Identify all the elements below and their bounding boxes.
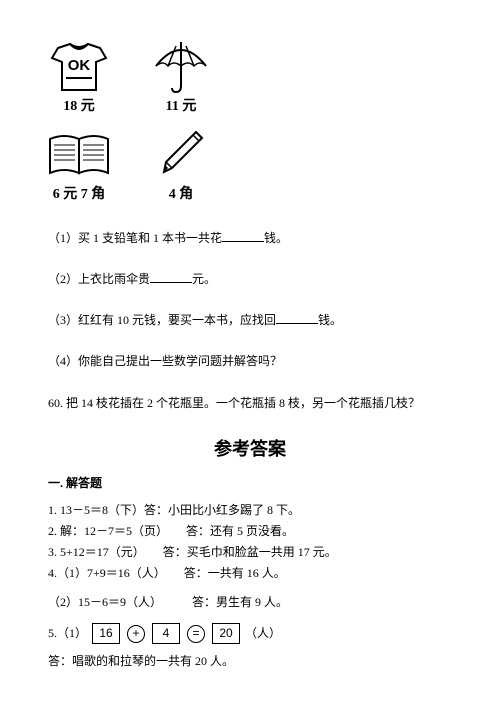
question-4: （4）你能自己提出一些数学问题并解答吗？ xyxy=(48,352,452,371)
item-shirt: OK 18 元 xyxy=(48,40,110,118)
book-label: 6 元 7 角 xyxy=(53,184,106,206)
pencil-label: 4 角 xyxy=(169,184,194,206)
box-a: 16 xyxy=(92,623,120,644)
answer-5-footer: 答：唱歌的和拉琴的一共有 20 人。 xyxy=(48,652,452,671)
answer-5: 5.（1） 16 + 4 = 20 （人） xyxy=(48,623,452,644)
item-book: 6 元 7 角 xyxy=(48,128,110,206)
q4-text: （4）你能自己提出一些数学问题并解答吗？ xyxy=(48,354,282,368)
q2-post: 元。 xyxy=(192,272,216,286)
a5-unit: （人） xyxy=(245,626,281,640)
q60-text: 60. 把 14 枝花插在 2 个花瓶里。一个花瓶插 8 枝，另一个花瓶插几枝？ xyxy=(48,396,420,410)
pencil-icon xyxy=(150,128,212,182)
q3-pre: （3）红红有 10 元钱，要买一本书，应找回 xyxy=(48,313,276,327)
answer-4-2: （2）15－6＝9（人） 答：男生有 9 人。 xyxy=(48,593,452,612)
item-umbrella: 11 元 xyxy=(150,40,212,118)
item-pencil: 4 角 xyxy=(150,128,212,206)
a5-prefix: 5.（1） xyxy=(48,626,87,640)
op-eq: = xyxy=(187,625,205,643)
svg-text:OK: OK xyxy=(68,57,91,74)
answer-1: 1. 13－5＝8（下）答：小田比小红多踢了 8 下。 xyxy=(48,501,452,520)
shirt-icon: OK xyxy=(48,40,110,94)
q1-post: 钱。 xyxy=(264,231,288,245)
answers-title: 参考答案 xyxy=(48,435,452,464)
question-3: （3）红红有 10 元钱，要买一本书，应找回 钱。 xyxy=(48,311,452,330)
op-plus: + xyxy=(127,625,145,643)
umbrella-label: 11 元 xyxy=(166,96,197,118)
q1-pre: （1）买 1 支铅笔和 1 本书一共花 xyxy=(48,231,222,245)
question-1: （1）买 1 支铅笔和 1 本书一共花 钱。 xyxy=(48,229,452,248)
blank xyxy=(150,270,192,283)
q3-post: 钱。 xyxy=(318,313,342,327)
q2-pre: （2）上衣比雨伞贵 xyxy=(48,272,150,286)
blank xyxy=(222,229,264,242)
umbrella-icon xyxy=(150,40,212,94)
items-row-1: OK 18 元 11 元 xyxy=(48,40,452,118)
question-2: （2）上衣比雨伞贵 元。 xyxy=(48,270,452,289)
answer-3: 3. 5+12＝17（元） 答：买毛巾和脸盆一共用 17 元。 xyxy=(48,543,452,562)
shirt-label: 18 元 xyxy=(63,96,95,118)
blank xyxy=(276,311,318,324)
answer-4-1: 4.（1）7+9＝16（人） 答：一共有 16 人。 xyxy=(48,564,452,583)
book-icon xyxy=(48,128,110,182)
question-60: 60. 把 14 枝花插在 2 个花瓶里。一个花瓶插 8 枝，另一个花瓶插几枝？ xyxy=(48,394,452,413)
box-c: 20 xyxy=(212,623,240,644)
answer-2: 2. 解：12－7＝5（页） 答：还有 5 页没看。 xyxy=(48,522,452,541)
box-b: 4 xyxy=(152,623,180,644)
section-heading: 一. 解答题 xyxy=(48,474,452,493)
items-row-2: 6 元 7 角 4 角 xyxy=(48,128,452,206)
